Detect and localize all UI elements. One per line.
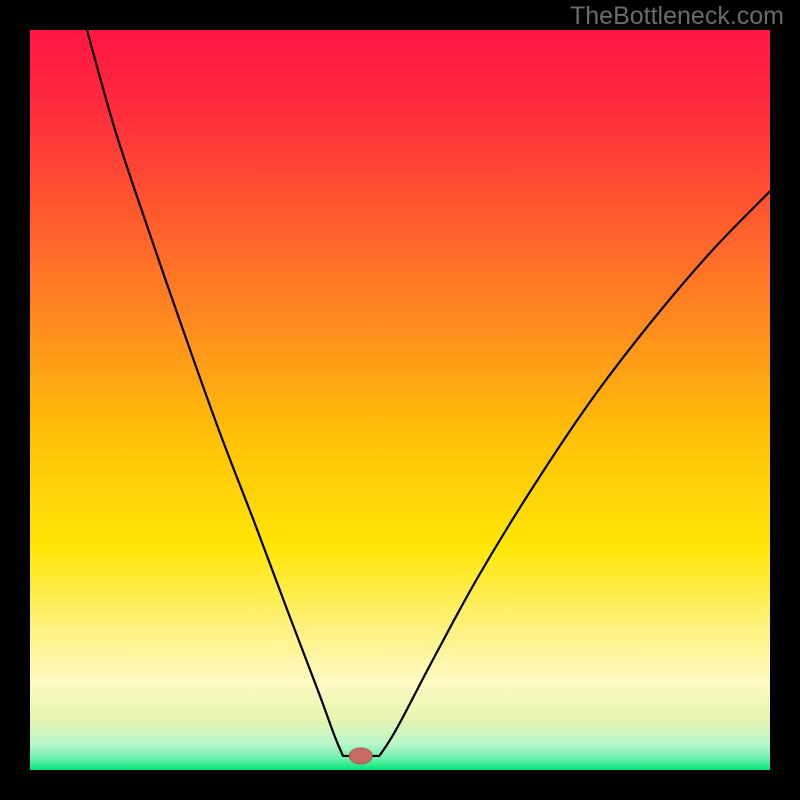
plot-background <box>30 30 770 770</box>
bottleneck-curve-chart <box>0 0 800 800</box>
chart-frame: TheBottleneck.com <box>0 0 800 800</box>
watermark-text: TheBottleneck.com <box>570 2 784 31</box>
optimal-point-marker <box>349 748 373 764</box>
